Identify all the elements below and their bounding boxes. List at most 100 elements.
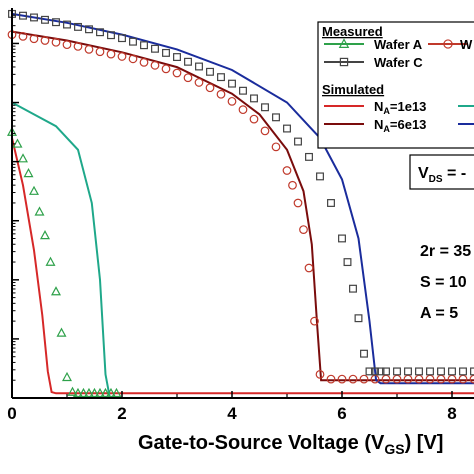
data-point (150, 60, 160, 70)
data-point (426, 367, 434, 376)
svg-text:VDS = -: VDS = - (418, 165, 466, 185)
svg-text:Gate-to-Source Voltage (VGS) [: Gate-to-Source Voltage (VGS) [V] (138, 432, 443, 457)
legend-entry-5: NA=6e13 (324, 117, 426, 134)
annotation-line3: A = 5 (420, 305, 458, 322)
data-point (299, 225, 308, 234)
data-point (271, 142, 281, 152)
data-point (62, 40, 72, 50)
data-point (260, 126, 270, 136)
data-point (29, 34, 39, 44)
legend-label-5: NA=6e13 (374, 117, 426, 134)
data-point (216, 89, 226, 99)
data-point (337, 374, 347, 384)
data-point (354, 314, 363, 323)
vds-annotation: VDS = - (409, 154, 474, 190)
data-point (173, 53, 181, 62)
data-point (12, 138, 23, 148)
data-point (272, 113, 280, 122)
data-point (349, 284, 357, 293)
data-point (52, 18, 60, 27)
data-point (62, 371, 72, 382)
data-point (194, 78, 204, 87)
data-point (327, 199, 335, 207)
data-point (282, 166, 292, 175)
data-point (18, 31, 28, 41)
data-point (459, 367, 467, 376)
data-point (111, 387, 122, 398)
data-point (393, 367, 401, 376)
data-point (288, 180, 297, 190)
series-3 (11, 12, 474, 385)
data-point (217, 73, 225, 82)
x-tick-label: 4 (227, 404, 237, 423)
data-point (206, 67, 214, 76)
x-tick-label: 2 (117, 404, 126, 423)
data-point (238, 105, 248, 115)
data-point (161, 64, 171, 74)
data-point (18, 153, 28, 163)
data-point (40, 36, 50, 45)
data-point (304, 263, 314, 273)
data-point (23, 167, 34, 178)
data-point (51, 37, 61, 47)
data-point (129, 37, 137, 46)
axis-ticks: 0 2 4 6 8 (7, 14, 457, 423)
data-point (360, 349, 368, 358)
data-point (106, 387, 116, 398)
x-axis-title-main: Gate-to-Source Voltage (V (138, 432, 385, 454)
data-point (437, 367, 445, 376)
data-point (293, 198, 303, 208)
series-5 (7, 30, 474, 384)
annotation-line2: S = 10 (420, 274, 467, 291)
data-point (283, 124, 291, 133)
legend-label-0: Wafer A (374, 37, 423, 52)
data-point (63, 20, 71, 29)
vds-rest: = - (443, 165, 467, 182)
data-point (78, 387, 89, 398)
data-point (107, 31, 115, 40)
data-point (227, 96, 237, 106)
data-point (140, 41, 148, 50)
legend-label-3: NA=1e13 (374, 99, 426, 116)
data-point (348, 374, 358, 384)
data-point (74, 22, 82, 31)
data-point (95, 47, 105, 57)
data-point (294, 137, 302, 146)
legend-marker-2 (339, 57, 349, 67)
data-point (84, 44, 94, 54)
data-point (470, 367, 474, 376)
series-line-3 (11, 12, 474, 385)
data-point (51, 286, 61, 296)
data-point (338, 234, 346, 243)
data-point (95, 387, 105, 398)
data-point (359, 374, 369, 384)
x-tick-label: 6 (337, 404, 346, 423)
vds-main: V (418, 165, 429, 182)
x-tick-label: 0 (7, 404, 16, 423)
data-point (205, 83, 215, 93)
data-point (305, 152, 313, 161)
data-point (415, 367, 423, 376)
data-point (315, 369, 325, 379)
data-point (316, 172, 324, 181)
series-6 (8, 9, 474, 376)
data-point (184, 57, 192, 66)
data-point (404, 367, 412, 376)
series-2 (11, 30, 474, 382)
series-4 (7, 126, 122, 398)
data-point (106, 49, 116, 59)
legend-simulated-header: Simulated (322, 82, 384, 97)
data-point (85, 25, 93, 34)
data-point (117, 52, 127, 61)
data-point (19, 11, 27, 20)
data-point (249, 114, 259, 124)
series-line-2 (11, 30, 474, 382)
x-axis-title-end: ) [V] (405, 432, 444, 454)
data-point (30, 13, 38, 22)
data-point (84, 387, 94, 398)
data-point (382, 367, 390, 376)
data-point (45, 256, 56, 266)
legend-entry-2: Wafer C (324, 55, 423, 70)
data-point (162, 48, 170, 57)
